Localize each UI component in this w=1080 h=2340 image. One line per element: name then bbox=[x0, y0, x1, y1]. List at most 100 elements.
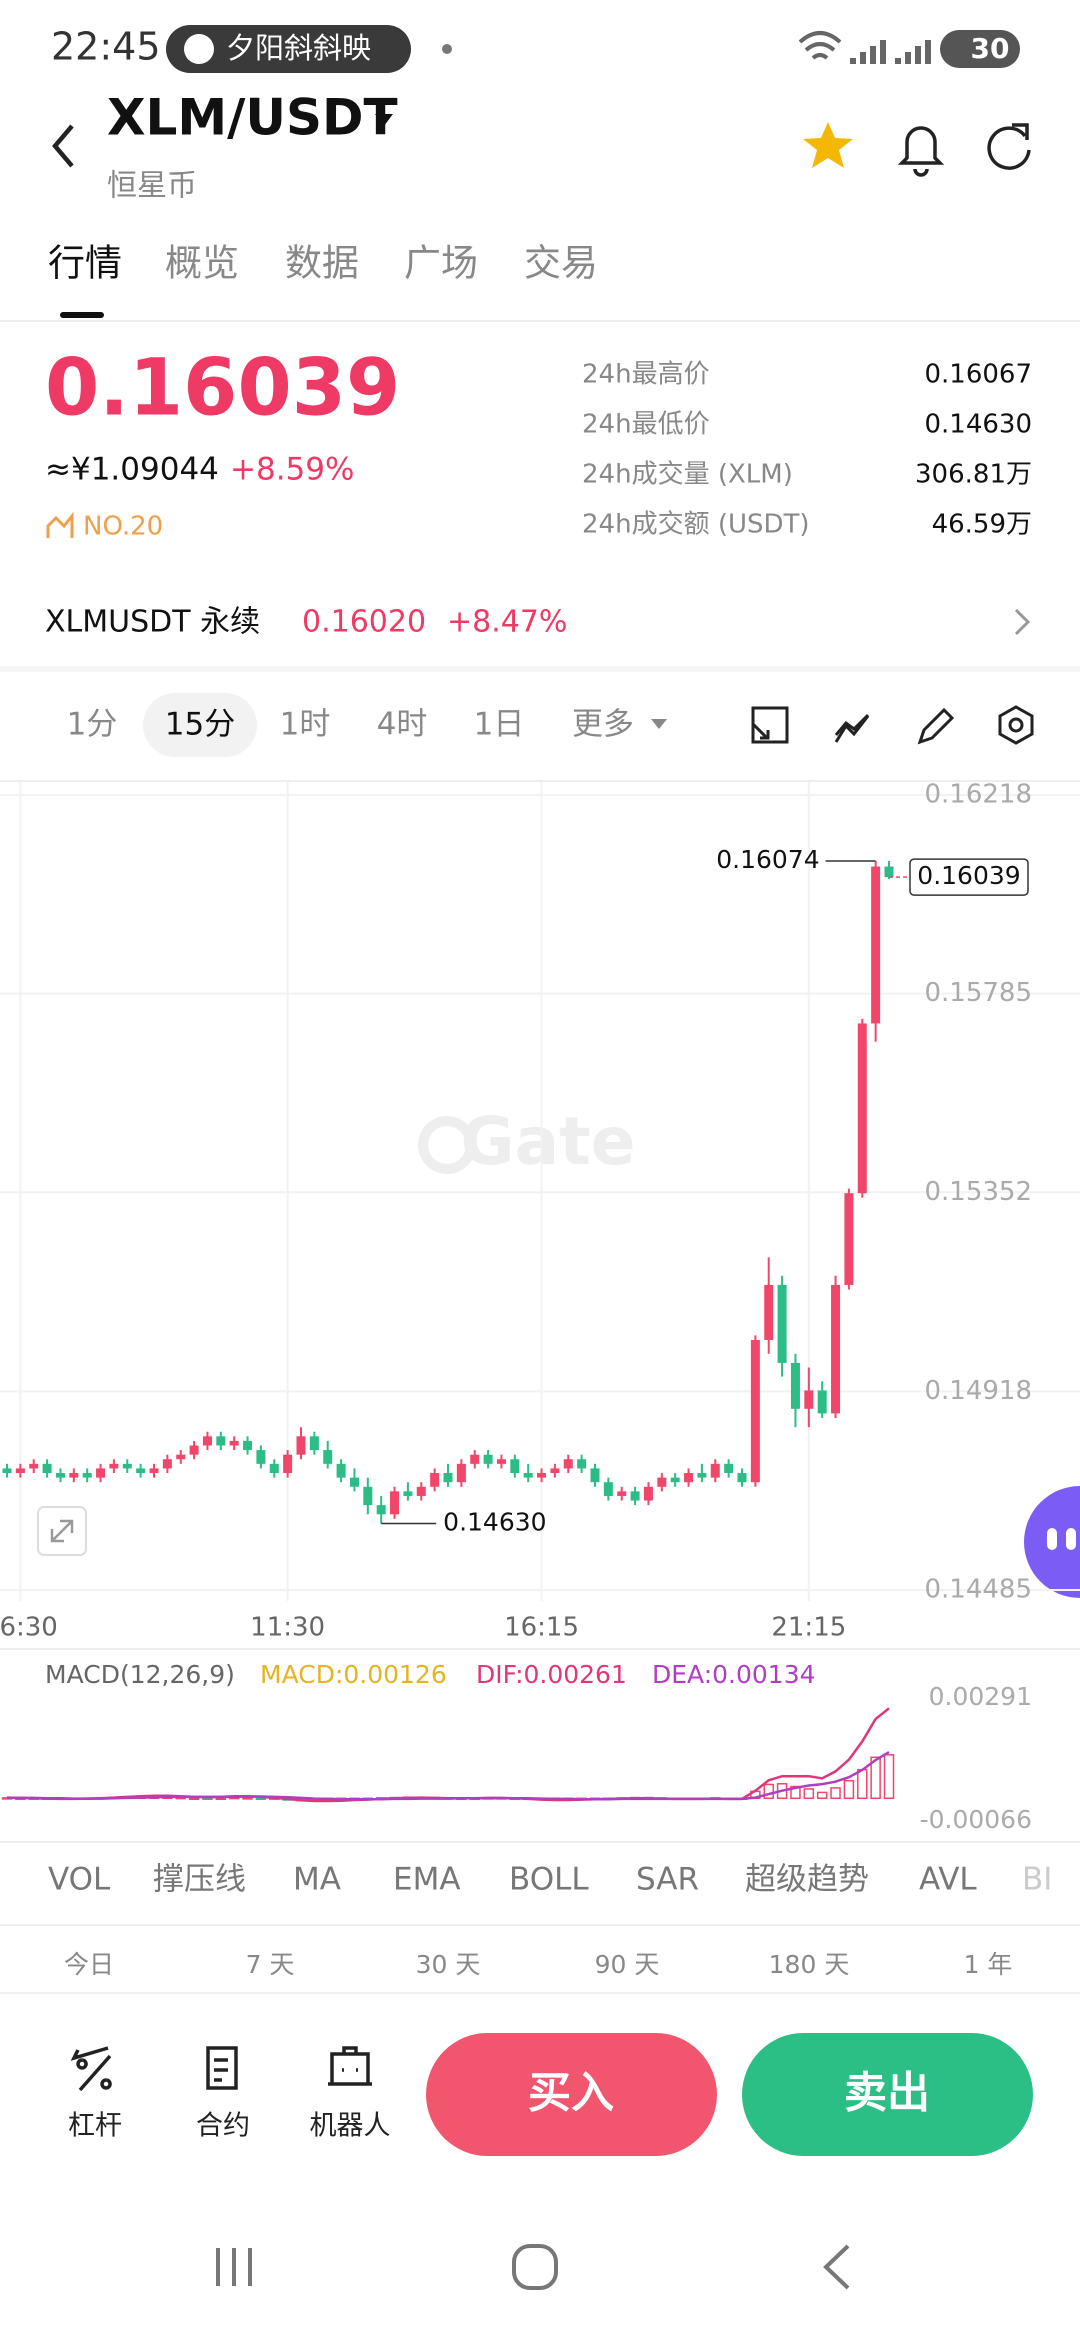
watermark-logo bbox=[418, 1116, 476, 1174]
tab[interactable]: 数据 bbox=[285, 242, 359, 285]
chart-mode-icon[interactable] bbox=[751, 706, 789, 744]
perp-symbol[interactable]: XLMUSDT 永续 bbox=[45, 605, 260, 640]
nav-home[interactable] bbox=[512, 2244, 558, 2290]
x-tick-label: 21:15 bbox=[771, 1613, 846, 1643]
candle-body bbox=[617, 1491, 627, 1496]
period[interactable]: 今日 bbox=[64, 1950, 114, 1979]
perp-chevron[interactable] bbox=[1014, 608, 1031, 636]
settings-icon-center bbox=[1008, 717, 1024, 733]
contract-icon[interactable] bbox=[206, 2046, 238, 2090]
buy-label[interactable]: 买入 bbox=[528, 2069, 614, 2119]
alert-bell[interactable] bbox=[897, 126, 945, 177]
y-tick-label: 0.15352 bbox=[924, 1177, 1032, 1207]
nav-back[interactable] bbox=[823, 2244, 850, 2290]
candle-body bbox=[283, 1454, 293, 1474]
indicator[interactable]: BOLL bbox=[509, 1862, 589, 1898]
notification-icon bbox=[184, 34, 214, 64]
dea-value: DEA:0.00134 bbox=[652, 1660, 816, 1689]
last-price: 0.16039 bbox=[45, 343, 400, 433]
draw-icon[interactable] bbox=[917, 707, 955, 745]
indicator[interactable]: MA bbox=[293, 1862, 341, 1898]
pair-dropdown[interactable] bbox=[375, 114, 393, 126]
y-tick-label: 0.16218 bbox=[924, 780, 1032, 810]
candle-body bbox=[376, 1505, 386, 1515]
candle-body bbox=[844, 1193, 854, 1285]
macd-bar bbox=[790, 1785, 801, 1800]
candle-body bbox=[296, 1436, 306, 1455]
dea-line bbox=[7, 1751, 890, 1801]
watermark: Gate bbox=[460, 1103, 635, 1180]
notification-text: 夕阳斜斜映 bbox=[226, 31, 371, 65]
candle-body bbox=[790, 1362, 800, 1409]
settings-icon[interactable] bbox=[998, 705, 1034, 745]
interval[interactable]: 1分 bbox=[67, 707, 118, 743]
back-button[interactable] bbox=[52, 124, 74, 168]
candle-body bbox=[737, 1473, 747, 1483]
indicator[interactable]: EMA bbox=[393, 1862, 461, 1898]
period[interactable]: 1 年 bbox=[964, 1950, 1013, 1979]
candle-body bbox=[390, 1491, 400, 1515]
buy-button[interactable] bbox=[426, 2033, 717, 2156]
y-tick-label: 0.14485 bbox=[924, 1575, 1032, 1605]
high-label: 0.16074 bbox=[716, 845, 819, 874]
macd-bar bbox=[883, 1754, 895, 1800]
candle-body bbox=[884, 866, 894, 878]
indicator[interactable]: 撑压线 bbox=[153, 1862, 246, 1898]
candle-body bbox=[29, 1463, 39, 1469]
favorite-star[interactable] bbox=[803, 122, 853, 168]
action-label[interactable]: 机器人 bbox=[310, 2111, 391, 2142]
x-tick-label: 11:30 bbox=[250, 1613, 325, 1643]
tab[interactable]: 交易 bbox=[524, 242, 598, 285]
signal-icon bbox=[895, 40, 931, 64]
candle-body bbox=[216, 1436, 226, 1446]
macd-bar bbox=[215, 1797, 227, 1801]
refresh-button[interactable] bbox=[987, 123, 1031, 170]
candle-body bbox=[82, 1473, 92, 1478]
candle-body bbox=[537, 1473, 547, 1478]
action-label[interactable]: 合约 bbox=[196, 2111, 250, 2142]
candle-body bbox=[523, 1473, 533, 1478]
period[interactable]: 7 天 bbox=[246, 1950, 295, 1979]
action-label[interactable]: 杠杆 bbox=[68, 2111, 122, 2142]
candle-body bbox=[871, 866, 881, 1024]
stat-value: 46.59万 bbox=[932, 510, 1032, 540]
indicator-icon[interactable] bbox=[834, 713, 870, 743]
tab[interactable]: 广场 bbox=[404, 242, 478, 285]
tab[interactable]: 行情 bbox=[48, 242, 122, 285]
macd-bar bbox=[803, 1788, 815, 1800]
interval[interactable]: 15分 bbox=[165, 707, 235, 743]
indicator[interactable]: VOL bbox=[48, 1862, 111, 1898]
interval[interactable]: 更多 bbox=[572, 707, 634, 743]
interval[interactable]: 1时 bbox=[280, 707, 331, 743]
candle-body bbox=[630, 1491, 640, 1501]
candle-body bbox=[2, 1468, 12, 1474]
indicator[interactable]: BI bbox=[1022, 1862, 1052, 1898]
pair[interactable]: XLM/USDT bbox=[107, 89, 398, 147]
indicator[interactable]: AVL bbox=[919, 1862, 977, 1898]
period[interactable]: 90 天 bbox=[595, 1950, 660, 1979]
rank[interactable]: NO.20 bbox=[83, 512, 163, 542]
assistant-eye bbox=[1066, 1528, 1076, 1550]
indicator[interactable]: SAR bbox=[636, 1862, 699, 1898]
more-dropdown[interactable] bbox=[651, 719, 667, 729]
period[interactable]: 180 天 bbox=[769, 1950, 850, 1979]
bot-icon[interactable] bbox=[328, 2046, 372, 2086]
rank-icon bbox=[46, 511, 74, 538]
tab[interactable]: 概览 bbox=[165, 242, 239, 285]
candle-body bbox=[336, 1463, 346, 1478]
candle-body bbox=[470, 1454, 480, 1464]
sell-button[interactable] bbox=[742, 2033, 1033, 2156]
interval[interactable]: 1日 bbox=[474, 707, 525, 743]
nav-recents[interactable] bbox=[216, 2248, 252, 2286]
stat-value: 306.81万 bbox=[915, 460, 1032, 490]
indicator[interactable]: 超级趋势 bbox=[745, 1862, 869, 1898]
margin-icon[interactable] bbox=[70, 2046, 112, 2092]
candle-body bbox=[136, 1468, 146, 1474]
period[interactable]: 30 天 bbox=[416, 1950, 481, 1979]
interval[interactable]: 4时 bbox=[377, 707, 428, 743]
sell-label[interactable]: 卖出 bbox=[844, 2069, 930, 2119]
candle-body bbox=[590, 1468, 600, 1483]
macd-bar bbox=[242, 1797, 253, 1800]
divider bbox=[0, 666, 1080, 672]
